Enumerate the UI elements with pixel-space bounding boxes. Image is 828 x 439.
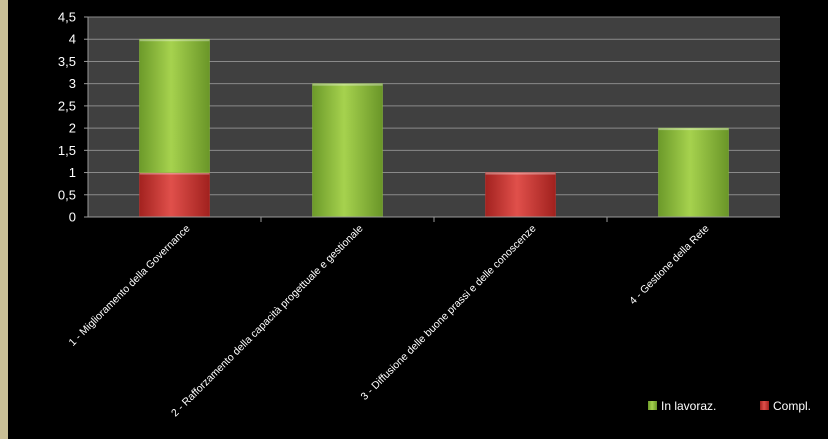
x-category-label: 3 - Diffusione delle buone prassi e dell… — [359, 223, 539, 403]
y-tick-label: 0,5 — [58, 187, 76, 202]
bar-segment — [658, 127, 729, 218]
x-category-label: 1 - Miglioramento della Governance — [67, 223, 193, 349]
legend-label: In lavoraz. — [661, 399, 716, 413]
bars — [139, 38, 729, 218]
y-tick-label: 1 — [69, 165, 76, 180]
y-tick-label: 2 — [69, 121, 76, 136]
y-tick-label: 1,5 — [58, 143, 76, 158]
bar-segment — [139, 38, 210, 173]
bar-highlight — [139, 172, 210, 175]
legend-swatch — [648, 401, 657, 410]
y-tick-label: 3 — [69, 76, 76, 91]
x-category-label: 2 - Rafforzamento della capacità progett… — [169, 223, 366, 420]
legend-label: Compl. — [773, 399, 811, 413]
bar-segment — [312, 83, 383, 218]
bar-highlight — [139, 39, 210, 42]
bar-highlight — [485, 172, 556, 175]
bar-highlight — [658, 128, 729, 131]
legend: In lavoraz. Compl. — [648, 399, 811, 413]
bar-segment — [139, 172, 210, 218]
left-border-strip — [0, 0, 8, 439]
legend-swatch — [760, 401, 769, 410]
y-tick-label: 4,5 — [58, 10, 76, 25]
y-tick-label: 0 — [69, 210, 76, 225]
bar-segment — [485, 172, 556, 218]
y-tick-label: 3,5 — [58, 54, 76, 69]
y-tick-label: 2,5 — [58, 98, 76, 113]
y-tick-label: 4 — [69, 32, 76, 47]
bar-highlight — [312, 83, 383, 86]
x-category-label: 4 - Gestione della Rete — [627, 223, 712, 308]
